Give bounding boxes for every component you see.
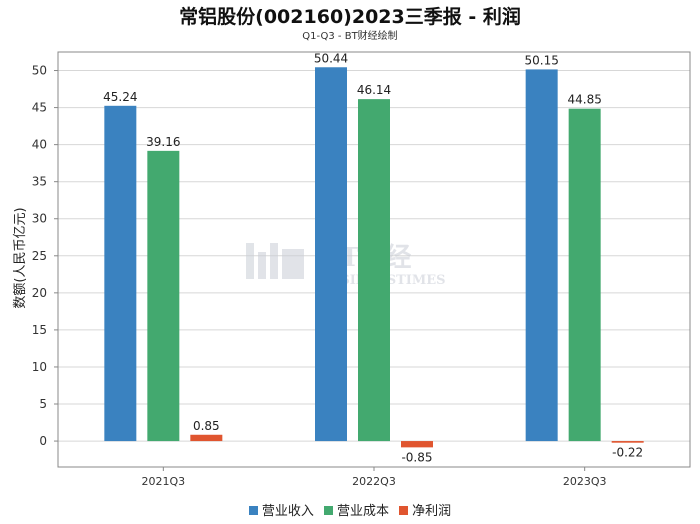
legend-swatch-revenue bbox=[248, 506, 258, 515]
bar-revenue-2021Q3 bbox=[104, 105, 137, 442]
data-label-cost-2022Q3: 46.14 bbox=[357, 83, 391, 97]
bar-profit-2022Q3 bbox=[401, 441, 433, 448]
y-tick-label: 40 bbox=[32, 138, 47, 152]
bar-revenue-2022Q3 bbox=[315, 67, 347, 442]
data-label-cost-2023Q3: 44.85 bbox=[567, 93, 601, 107]
chart-subtitle: Q1-Q3 - BT财经绘制 bbox=[302, 31, 398, 42]
data-label-revenue-2021Q3: 45.24 bbox=[103, 90, 137, 104]
bar-profit-2021Q3 bbox=[190, 434, 223, 442]
legend-swatch-cost bbox=[323, 506, 333, 515]
data-label-cost-2021Q3: 39.16 bbox=[146, 135, 180, 149]
y-tick-label: 5 bbox=[39, 397, 47, 411]
data-label-revenue-2023Q3: 50.15 bbox=[524, 53, 558, 67]
legend-item-cost: 营业成本 bbox=[323, 500, 389, 519]
bar-cost-2021Q3 bbox=[147, 150, 180, 442]
data-label-profit-2021Q3: 0.85 bbox=[193, 419, 220, 433]
data-labels: 45.24 39.16 0.85 50.44 46.14 -0.85 50.15 44.85 -… bbox=[103, 51, 643, 464]
axes: 0 5 10 15 20 25 30 35 40 45 50 2021Q3 2022Q3 2023Q3 bbox=[32, 51, 691, 488]
y-tick-label: 35 bbox=[32, 175, 47, 189]
y-tick-label: 10 bbox=[32, 360, 47, 374]
y-tick-label: 25 bbox=[32, 249, 47, 263]
y-tick-label: 0 bbox=[39, 434, 47, 448]
watermark-icon-bar-4 bbox=[282, 249, 304, 279]
data-label-revenue-2022Q3: 50.44 bbox=[314, 51, 348, 65]
x-tick-label: 2022Q3 bbox=[352, 475, 396, 488]
x-tick-label: 2021Q3 bbox=[142, 475, 186, 488]
legend: 营业收入 营业成本 净利润 bbox=[0, 500, 700, 519]
bar-cost-2023Q3 bbox=[568, 108, 601, 442]
watermark-icon-bar-3 bbox=[270, 243, 278, 279]
watermark-icon-bar-1 bbox=[246, 243, 254, 279]
legend-label-revenue: 营业收入 bbox=[261, 504, 314, 519]
legend-swatch-profit bbox=[399, 506, 409, 515]
y-tick-label: 15 bbox=[32, 323, 47, 337]
bar-cost-2022Q3 bbox=[358, 99, 390, 442]
bars bbox=[104, 67, 644, 448]
chart-title: 常铝股份(002160)2023三季报 - 利润 bbox=[179, 6, 521, 28]
legend-label-cost: 营业成本 bbox=[336, 504, 389, 519]
y-tick-label: 30 bbox=[32, 212, 47, 226]
legend-item-profit: 净利润 bbox=[399, 500, 451, 519]
bar-profit-2023Q3 bbox=[611, 441, 644, 443]
legend-item-revenue: 营业收入 bbox=[248, 500, 314, 519]
y-tick-label: 20 bbox=[32, 286, 47, 300]
bar-revenue-2023Q3 bbox=[525, 69, 558, 442]
y-tick-label: 50 bbox=[32, 64, 47, 78]
y-axis-label: 数额(人民币亿元) bbox=[13, 207, 28, 308]
watermark-icon-bar-2 bbox=[258, 252, 266, 279]
y-tick-label: 45 bbox=[32, 101, 47, 115]
x-tick-label: 2023Q3 bbox=[563, 475, 607, 488]
data-label-profit-2022Q3: -0.85 bbox=[401, 450, 432, 464]
data-label-profit-2023Q3: -0.22 bbox=[612, 446, 643, 460]
legend-label-profit: 净利润 bbox=[412, 504, 452, 519]
